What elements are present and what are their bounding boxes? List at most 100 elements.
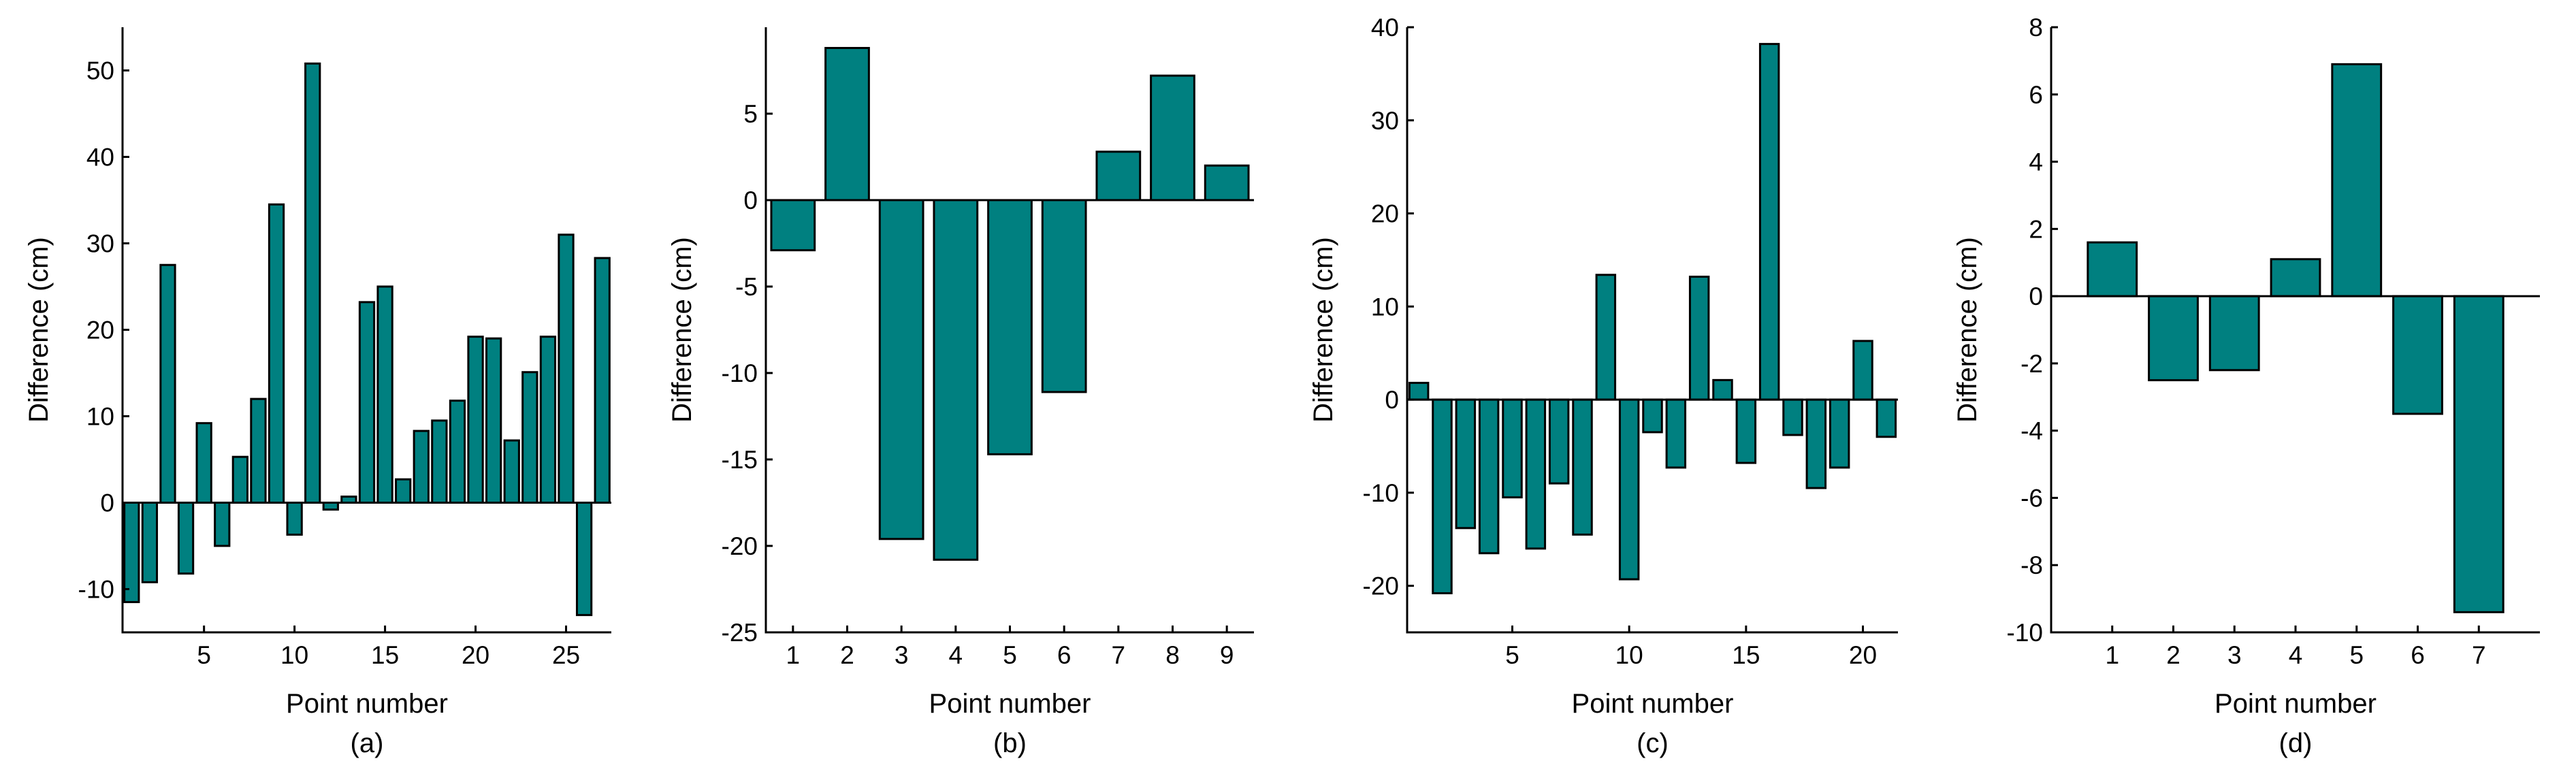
bar-3-6 xyxy=(1525,398,1547,550)
y-tick-label: -2 xyxy=(2020,350,2043,378)
bar-1-18 xyxy=(431,419,448,504)
bar-1-1 xyxy=(123,502,140,604)
panel-caption: (c) xyxy=(1637,728,1669,758)
y-tick-label: -8 xyxy=(2020,551,2043,579)
bar-3-13 xyxy=(1688,276,1710,401)
x-tick-label: 10 xyxy=(280,641,308,669)
bar-3-5 xyxy=(1502,398,1523,499)
axes-frame xyxy=(1406,27,1898,634)
y-axis-label: Difference (cm) xyxy=(667,237,697,423)
bar-4-4 xyxy=(2270,258,2321,297)
bar-1-4 xyxy=(177,502,195,575)
bar-1-25 xyxy=(558,233,575,504)
x-tick-label: 5 xyxy=(197,641,211,669)
bar-2-8 xyxy=(1150,74,1195,201)
y-tick-label: 5 xyxy=(743,100,758,128)
x-tick-label: 8 xyxy=(1165,641,1180,669)
bar-4-1 xyxy=(2087,241,2138,297)
bar-4-6 xyxy=(2392,295,2443,415)
bar-1-23 xyxy=(521,371,538,504)
bar-3-18 xyxy=(1805,398,1827,489)
bar-2-1 xyxy=(770,199,816,252)
x-tick-label: 2 xyxy=(2166,641,2180,669)
x-tick-label: 6 xyxy=(1057,641,1072,669)
bar-1-27 xyxy=(594,257,611,504)
x-axis-label: Point number xyxy=(2215,689,2377,719)
bar-3-21 xyxy=(1875,398,1897,438)
y-tick-label: 40 xyxy=(1371,14,1399,42)
x-tick-label: 5 xyxy=(1003,641,1017,669)
x-axis-label: Point number xyxy=(286,689,448,719)
chart-panel-2: -25 -20 -15 -10 -5 0 5 1 2 3 4 5 6 7 8 9 Point number (b)… xyxy=(667,27,1254,758)
bar-3-11 xyxy=(1642,398,1663,434)
bar-2-9 xyxy=(1204,164,1250,201)
bar-3-3 xyxy=(1455,398,1477,530)
bar-1-14 xyxy=(358,301,376,504)
x-tick-label: 20 xyxy=(462,641,489,669)
bar-1-7 xyxy=(231,455,248,504)
bar-2-3 xyxy=(878,199,924,540)
y-tick-label: -4 xyxy=(2020,417,2043,445)
bar-4-3 xyxy=(2208,295,2260,372)
bar-3-2 xyxy=(1432,398,1453,595)
x-tick-label: 15 xyxy=(371,641,399,669)
y-tick-label: -25 xyxy=(722,619,758,647)
y-axis-label: Difference (cm) xyxy=(24,237,54,423)
bar-1-9 xyxy=(268,203,285,504)
bar-1-22 xyxy=(503,439,520,504)
y-tick-label: 6 xyxy=(2029,81,2043,109)
y-tick-label: -20 xyxy=(1363,572,1399,600)
x-axis-label: Point number xyxy=(929,689,1091,719)
y-tick-label: -10 xyxy=(1363,479,1399,507)
bar-1-5 xyxy=(195,422,212,504)
x-tick-label: 6 xyxy=(2411,641,2425,669)
x-tick-label: 7 xyxy=(2472,641,2486,669)
y-tick-label: 10 xyxy=(86,403,114,431)
y-tick-label: 40 xyxy=(86,144,114,172)
x-tick-label: 10 xyxy=(1615,641,1643,669)
x-tick-label: 5 xyxy=(1505,641,1519,669)
bar-1-12 xyxy=(322,502,339,511)
bar-3-15 xyxy=(1735,398,1757,464)
x-tick-label: 7 xyxy=(1112,641,1126,669)
bar-3-12 xyxy=(1665,398,1687,469)
bar-1-20 xyxy=(467,336,484,504)
bar-3-1 xyxy=(1408,381,1430,401)
bar-2-4 xyxy=(933,199,979,561)
y-tick-label: 0 xyxy=(2029,282,2043,310)
y-tick-label: -10 xyxy=(722,359,758,387)
x-tick-label: 1 xyxy=(786,641,801,669)
y-tick-label: -10 xyxy=(78,576,114,604)
bar-1-3 xyxy=(159,263,176,504)
bar-1-8 xyxy=(250,398,267,504)
x-tick-label: 2 xyxy=(840,641,854,669)
bar-3-7 xyxy=(1548,398,1570,485)
y-tick-label: -20 xyxy=(722,532,758,560)
y-tick-label: 2 xyxy=(2029,215,2043,243)
axes-frame xyxy=(121,27,611,634)
y-tick-label: 20 xyxy=(86,317,114,344)
bar-2-5 xyxy=(987,199,1033,455)
y-tick-label: -6 xyxy=(2020,484,2043,512)
bar-3-20 xyxy=(1852,340,1873,401)
y-axis-label: Difference (cm) xyxy=(1952,237,1982,423)
y-tick-label: 8 xyxy=(2029,14,2043,42)
bar-3-17 xyxy=(1782,398,1803,436)
bar-1-2 xyxy=(141,502,159,583)
y-tick-label: 0 xyxy=(100,489,114,517)
bar-2-2 xyxy=(824,46,870,201)
bar-3-19 xyxy=(1829,398,1850,469)
chart-panel-3: -20 -10 0 10 20 30 40 5 10 15 20 Point number (c) Dif… xyxy=(1308,14,1898,758)
bar-4-7 xyxy=(2453,295,2505,613)
bar-2-7 xyxy=(1095,150,1142,201)
y-tick-label: 30 xyxy=(1371,107,1399,135)
bar-4-5 xyxy=(2331,63,2383,297)
y-tick-label: 20 xyxy=(1371,200,1399,228)
bar-1-15 xyxy=(376,285,393,504)
bar-1-24 xyxy=(539,336,557,504)
bar-1-10 xyxy=(286,502,303,536)
bar-1-26 xyxy=(575,502,593,617)
panel-caption: (d) xyxy=(2279,728,2313,758)
y-tick-label: 4 xyxy=(2029,148,2043,176)
x-tick-label: 9 xyxy=(1220,641,1234,669)
